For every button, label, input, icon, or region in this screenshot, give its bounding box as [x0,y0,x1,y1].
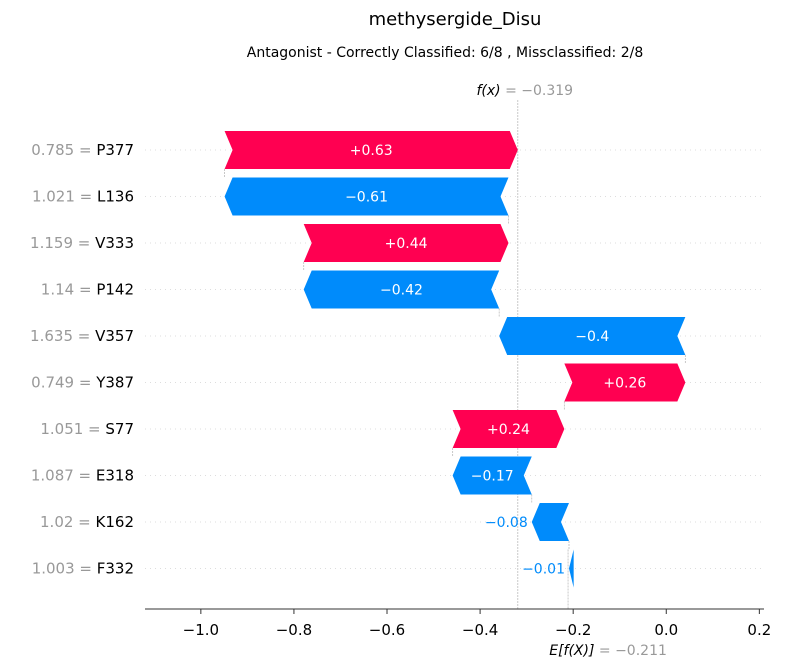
feature-label: 1.635 = V357 [30,327,134,345]
value-annotations: f(x) = −0.319 E[f(X)] = −0.211 [476,83,666,659]
bar-value-label: −0.61 [345,190,388,206]
fx-label: f(x) [476,83,500,99]
x-tick-label: −0.6 [369,621,405,639]
bar-P377 [224,131,518,169]
feature-name: F332 [97,560,134,578]
bar-value-label: +0.63 [350,143,393,159]
feature-name: P377 [96,141,134,159]
bar-value-label: −0.4 [575,329,609,345]
feature-label: 1.021 = L136 [32,188,134,206]
feature-label: 1.14 = P142 [41,281,134,299]
bar-value-label: +0.26 [603,376,646,392]
feature-value: 1.02 = [40,513,96,531]
feature-name: K162 [96,513,134,531]
bar-K162 [531,503,569,541]
feature-label: 0.785 = P377 [31,141,134,159]
x-tick-label: −0.8 [276,621,312,639]
bar-E318 [452,456,532,495]
feature-name: V357 [95,327,134,345]
fx-annotation: f(x) = −0.319 [476,83,573,99]
feature-label: 1.003 = F332 [32,560,134,578]
feature-label: 1.02 = K162 [40,513,134,531]
bar-value-label: −0.08 [485,515,528,531]
efx-annotation: E[f(X)] = −0.211 [549,643,667,659]
feature-value: 0.785 = [31,141,96,159]
x-tick-label: 0.0 [654,621,678,639]
feature-rows: 0.785 = P377 1.021 = L136 1.159 = V333 1.14… [30,141,764,578]
x-axis: −1.0 −0.8 −0.6 −0.4 −0.2 0.0 0.2 [145,608,771,639]
bar-F332 [568,549,574,588]
feature-value: 1.051 = [40,420,105,438]
bar-value-label: −0.01 [522,562,565,578]
feature-label: 1.159 = V333 [30,234,134,252]
fx-value: = −0.319 [501,83,573,99]
feature-label: 1.051 = S77 [40,420,134,438]
feature-value: 1.087 = [31,467,96,485]
x-tick-label: −0.2 [555,621,591,639]
chart-title: methysergide_Disu [369,9,542,30]
bar-value-label: −0.17 [471,469,514,485]
feature-name: P142 [96,281,134,299]
bar-value-label: −0.42 [380,283,423,299]
feature-value: 1.635 = [30,327,95,345]
bar-P142 [303,270,500,309]
bars-layer: +0.63 −0.61 +0.44 −0.42 −0.4 +0.26 +0.24 −0.17 −… [224,131,686,588]
feature-value: 1.14 = [41,281,97,299]
bar-L136 [224,177,509,216]
feature-name: E318 [96,467,134,485]
bar-V357 [499,317,686,355]
feature-label: 1.087 = E318 [31,467,134,485]
feature-value: 0.749 = [31,374,96,392]
feature-name: V333 [95,234,134,252]
feature-name: S77 [105,420,134,438]
feature-name: L136 [97,188,134,206]
chart-subtitle: Antagonist - Correctly Classified: 6/8 ,… [247,45,644,61]
x-tick-label: 0.2 [747,621,771,639]
feature-name: Y387 [95,374,134,392]
feature-label: 0.749 = Y387 [31,374,134,392]
bar-S77 [452,410,565,448]
feature-value: 1.159 = [30,234,95,252]
feature-value: 1.021 = [32,188,97,206]
efx-value: = −0.211 [594,643,666,659]
bar-value-label: +0.24 [487,422,530,438]
efx-label: E[f(X)] [549,643,594,659]
x-tick-label: −0.4 [462,621,498,639]
guide-lines [224,100,686,609]
bar-Y387 [564,363,686,402]
bar-value-label: +0.44 [385,236,428,252]
bar-V333 [303,224,509,262]
x-tick-label: −1.0 [183,621,219,639]
feature-value: 1.003 = [32,560,97,578]
